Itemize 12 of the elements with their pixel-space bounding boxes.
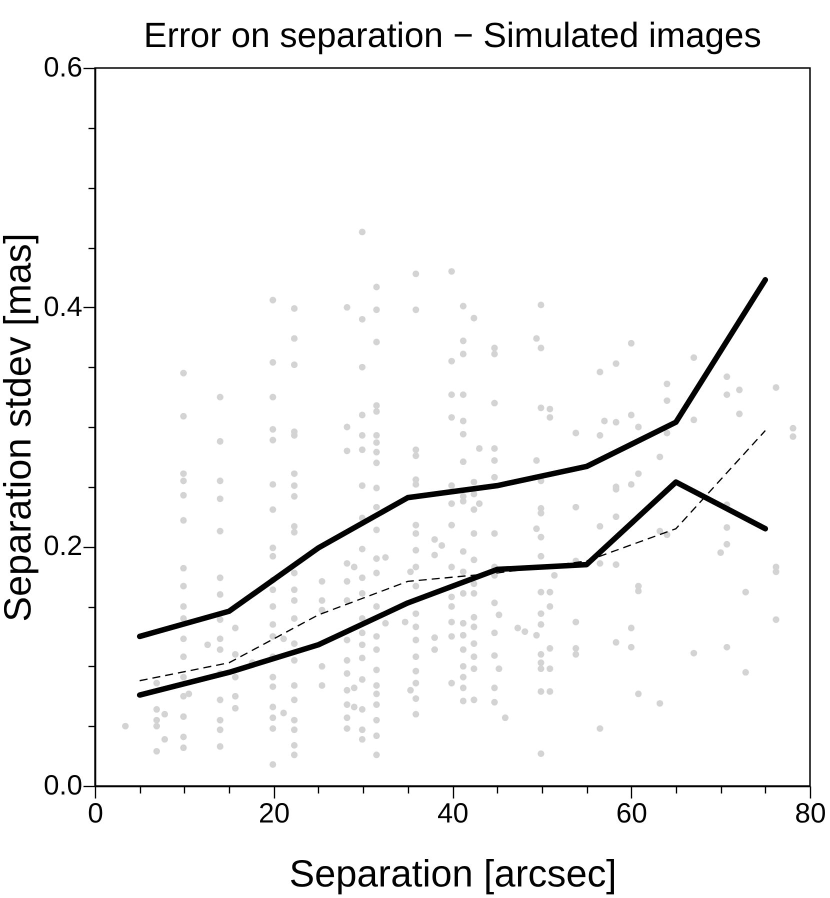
y-tick-label: 0.6 [44,52,82,82]
x-tick-label: 80 [794,798,826,828]
y-tick-label: 0.0 [44,770,82,800]
x-tick-label: 40 [437,798,469,828]
x-tick-label: 0 [88,798,104,828]
x-tick-label: 60 [616,798,648,828]
x-tick-label: 20 [258,798,290,828]
chart-title: Error on separation − Simulated images [144,16,762,55]
y-axis-title: Separation stdev [mas] [0,233,40,622]
y-tick-label: 0.2 [44,530,82,562]
x-axis-title: Separation [arcsec] [289,854,617,896]
y-tick-label: 0.4 [44,290,82,322]
